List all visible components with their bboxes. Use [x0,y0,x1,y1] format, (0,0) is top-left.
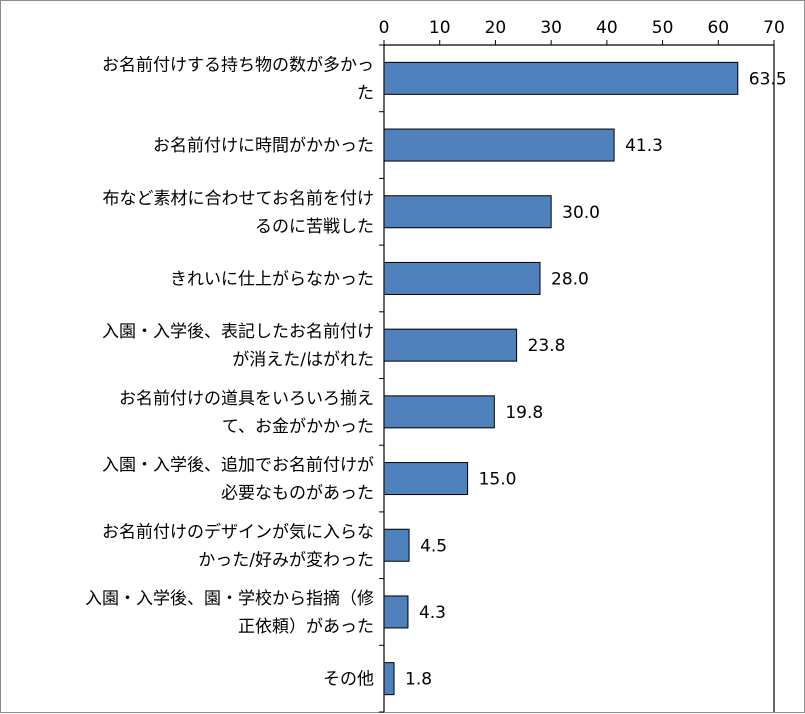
category-label: が消えた/はがれた [232,350,374,370]
x-tick-label: 50 [652,18,674,38]
category-label: 必要なものがあった [221,484,374,504]
category-label: た [357,83,374,103]
category-label: かった/好みが変わった [198,550,374,570]
category-label: お名前付けのデザインが気に入らな [102,521,374,542]
data-label: 4.3 [419,603,446,623]
category-labels: お名前付けする持ち物の数が多かったお名前付けに時間がかかった布など素材に合わせて… [85,55,374,689]
x-tick-label: 20 [485,18,507,38]
bar [383,261,541,295]
data-label: 28.0 [551,269,589,289]
data-label: 1.8 [405,670,432,690]
category-label: 入園・入学後、追加でお名前付けが [102,456,374,476]
x-tick-label: 10 [429,18,451,38]
bar [383,395,495,429]
x-axis-ticks: 0 10 20 30 40 50 60 70 [379,18,785,45]
x-tick-label: 40 [596,18,618,38]
category-label: 入園・入学後、園・学校から指摘（修 [85,589,374,609]
bar [383,662,395,696]
x-tick-label: 30 [540,18,562,38]
category-label: その他 [323,670,374,690]
category-label: きれいに仕上がらなかった [170,269,374,289]
category-label: お名前付けする持ち物の数が多かっ [102,55,374,75]
data-label: 19.8 [505,403,543,423]
bar [383,195,552,229]
x-tick-label: 60 [707,18,729,38]
category-label: 入園・入学後、表記したお名前付け [102,322,374,342]
data-label: 23.8 [528,336,566,356]
category-label: 布など素材に合わせてお名前を付け [103,189,375,209]
bar [383,61,739,95]
bars [383,61,739,696]
bar [383,462,469,496]
category-label: お名前付けの道具をいろいろ揃え [119,389,374,409]
bar [383,595,409,629]
data-label: 15.0 [479,470,517,490]
category-label: お名前付けに時間がかかった [153,136,374,156]
x-tick-label: 70 [763,18,785,38]
category-label: るのに苦戦した [255,217,374,237]
data-label: 4.5 [420,536,447,556]
data-label: 30.0 [562,203,600,223]
x-tick-label: 0 [379,18,390,38]
bar [383,128,615,162]
bar [383,328,518,362]
data-label: 41.3 [625,136,663,156]
category-label: 正依頼）があった [238,617,374,637]
category-label: て、お金がかかった [222,417,374,437]
data-labels: 63.5 41.3 30.0 28.0 23.8 19.8 15.0 4.5 4.3 1.8 [405,69,787,689]
data-label: 63.5 [749,69,787,89]
bar [383,528,410,562]
